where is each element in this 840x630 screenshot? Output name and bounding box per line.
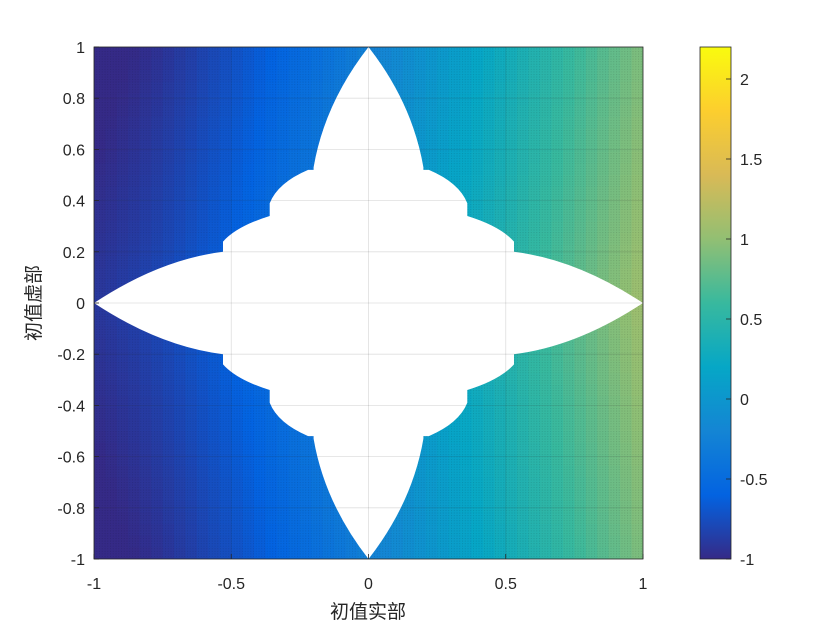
- colorbar-tick-label: 0.5: [740, 312, 762, 329]
- colorbar-tick-label: -1: [740, 552, 754, 569]
- colorbar-gradient: [700, 47, 731, 559]
- y-tick-label: -0.6: [57, 450, 85, 467]
- y-tick-label: 1: [76, 40, 85, 57]
- colorbar-tick-label: 1.5: [740, 152, 762, 169]
- x-axis: -1 -0.5 0 0.5 1: [87, 554, 648, 593]
- colorbar-frame: [699, 46, 732, 560]
- y-tick-label: -0.2: [57, 347, 85, 364]
- x-tick-label: 1: [639, 576, 648, 593]
- y-tick-label: 0.4: [63, 194, 85, 211]
- missing-region-star: [94, 47, 643, 559]
- y-tick-label: 0.8: [63, 91, 85, 108]
- x-tick-label: -1: [87, 576, 101, 593]
- y-tick-label: -0.8: [57, 501, 85, 518]
- x-axis-title: 初值实部: [330, 601, 406, 623]
- colorbar: 2 1.5 1 0.5 0 -0.5 -1: [699, 46, 768, 569]
- colorbar-tick-label: 0: [740, 392, 749, 409]
- y-tick-label: -1: [71, 552, 85, 569]
- x-tick-label: 0: [364, 576, 373, 593]
- y-tick-label: 0: [76, 296, 85, 313]
- x-tick-label: 0.5: [495, 576, 517, 593]
- y-axis: 1 0.8 0.6 0.4 0.2 0 -0.2 -0.4 -0.6 -0.8 -1: [57, 40, 99, 569]
- colorbar-tick-label: 2: [740, 72, 749, 89]
- colorbar-ticks: 2 1.5 1 0.5 0 -0.5 -1: [726, 72, 768, 569]
- y-tick-label: 0.2: [63, 245, 85, 262]
- colorbar-tick-label: 1: [740, 232, 749, 249]
- y-tick-label: -0.4: [57, 398, 85, 415]
- y-axis-title: 初值虚部: [23, 265, 45, 341]
- y-tick-label: 0.6: [63, 142, 85, 159]
- x-tick-label: -0.5: [217, 576, 245, 593]
- colorbar-tick-label: -0.5: [740, 472, 768, 489]
